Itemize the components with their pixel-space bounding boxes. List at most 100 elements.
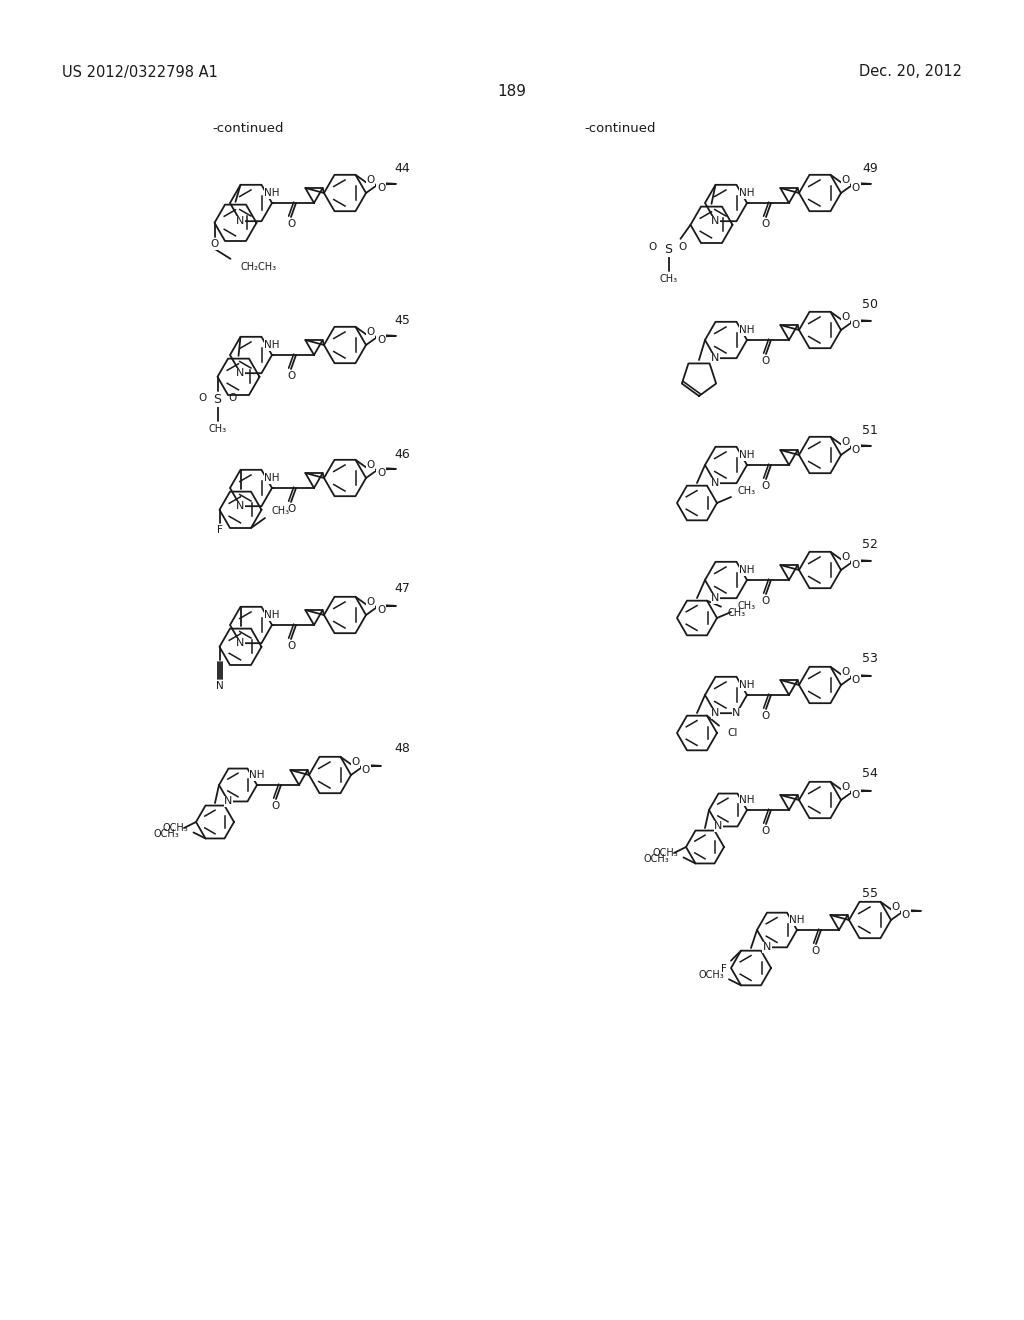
Text: O: O — [678, 242, 687, 252]
Text: NH: NH — [264, 610, 280, 620]
Text: O: O — [891, 902, 900, 912]
Text: O: O — [199, 393, 207, 403]
Text: OCH₃: OCH₃ — [154, 829, 179, 840]
Text: O: O — [842, 667, 850, 677]
Text: CH₃: CH₃ — [209, 424, 226, 434]
Text: 47: 47 — [394, 582, 410, 595]
Text: O: O — [648, 242, 656, 252]
Text: N: N — [715, 821, 723, 832]
Text: O: O — [287, 642, 295, 651]
Text: F: F — [721, 964, 727, 974]
Text: NH: NH — [739, 325, 755, 335]
Text: N: N — [237, 216, 245, 226]
Text: 45: 45 — [394, 314, 410, 327]
Text: NH: NH — [739, 795, 755, 805]
Text: O: O — [287, 219, 295, 228]
Text: O: O — [351, 756, 359, 767]
Text: 49: 49 — [862, 162, 878, 176]
Text: O: O — [842, 312, 850, 322]
Text: O: O — [287, 504, 295, 513]
Text: 53: 53 — [862, 652, 878, 665]
Text: NH: NH — [790, 915, 805, 925]
Text: OCH₃: OCH₃ — [163, 824, 188, 833]
Text: CH₃: CH₃ — [271, 506, 289, 516]
Text: O: O — [367, 327, 375, 337]
Text: NH: NH — [264, 187, 280, 198]
Text: -continued: -continued — [212, 121, 284, 135]
Text: O: O — [852, 789, 860, 800]
Text: Dec. 20, 2012: Dec. 20, 2012 — [859, 65, 962, 79]
Text: O: O — [377, 469, 385, 478]
Text: N: N — [712, 478, 720, 488]
Text: OCH₃: OCH₃ — [652, 849, 678, 858]
Text: O: O — [762, 219, 770, 228]
Text: O: O — [762, 356, 770, 366]
Text: 44: 44 — [394, 162, 410, 176]
Text: O: O — [902, 909, 910, 920]
Text: NH: NH — [739, 187, 755, 198]
Text: NH: NH — [739, 565, 755, 576]
Text: NH: NH — [249, 770, 265, 780]
Text: CH₃: CH₃ — [737, 601, 755, 611]
Text: O: O — [812, 946, 820, 956]
Text: O: O — [852, 319, 860, 330]
Text: O: O — [361, 766, 370, 775]
Text: N: N — [237, 368, 245, 379]
Text: O: O — [367, 174, 375, 185]
Text: O: O — [852, 560, 860, 570]
Text: 52: 52 — [862, 539, 878, 550]
Text: F: F — [216, 525, 222, 535]
Text: O: O — [842, 174, 850, 185]
Text: N: N — [237, 502, 245, 511]
Text: NH: NH — [264, 473, 280, 483]
Text: O: O — [377, 183, 385, 193]
Text: O: O — [272, 801, 281, 810]
Text: Cl: Cl — [727, 727, 737, 738]
Text: O: O — [228, 393, 237, 403]
Text: O: O — [842, 552, 850, 562]
Text: NH: NH — [739, 680, 755, 690]
Text: N: N — [732, 709, 740, 718]
Text: 55: 55 — [862, 887, 878, 900]
Text: O: O — [377, 605, 385, 615]
Text: O: O — [377, 335, 385, 345]
Text: N: N — [712, 593, 720, 603]
Text: O: O — [367, 597, 375, 607]
Text: -continued: -continued — [585, 121, 655, 135]
Text: 50: 50 — [862, 298, 878, 312]
Text: NH: NH — [739, 450, 755, 459]
Text: OCH₃: OCH₃ — [643, 854, 669, 865]
Text: O: O — [852, 183, 860, 193]
Text: CH₃: CH₃ — [727, 607, 745, 618]
Text: 48: 48 — [394, 742, 410, 755]
Text: O: O — [852, 445, 860, 455]
Text: N: N — [224, 796, 232, 807]
Text: S: S — [213, 393, 221, 407]
Text: CH₃: CH₃ — [659, 273, 678, 284]
Text: N: N — [712, 709, 720, 718]
Text: 46: 46 — [394, 447, 410, 461]
Text: O: O — [762, 597, 770, 606]
Text: NH: NH — [264, 341, 280, 350]
Text: CH₂CH₃: CH₂CH₃ — [241, 261, 276, 272]
Text: N: N — [216, 681, 223, 690]
Text: O: O — [852, 675, 860, 685]
Text: O: O — [287, 371, 295, 381]
Text: O: O — [367, 459, 375, 470]
Text: 51: 51 — [862, 424, 878, 437]
Text: 54: 54 — [862, 767, 878, 780]
Text: S: S — [665, 243, 673, 256]
Text: 189: 189 — [498, 84, 526, 99]
Text: O: O — [210, 239, 219, 248]
Text: N: N — [712, 354, 720, 363]
Text: N: N — [712, 216, 720, 226]
Text: CH₃: CH₃ — [737, 486, 755, 496]
Text: O: O — [762, 826, 770, 836]
Text: US 2012/0322798 A1: US 2012/0322798 A1 — [62, 65, 218, 79]
Text: O: O — [762, 711, 770, 721]
Text: N: N — [763, 942, 771, 952]
Text: O: O — [842, 437, 850, 446]
Text: N: N — [237, 638, 245, 648]
Text: O: O — [762, 480, 770, 491]
Text: O: O — [842, 781, 850, 792]
